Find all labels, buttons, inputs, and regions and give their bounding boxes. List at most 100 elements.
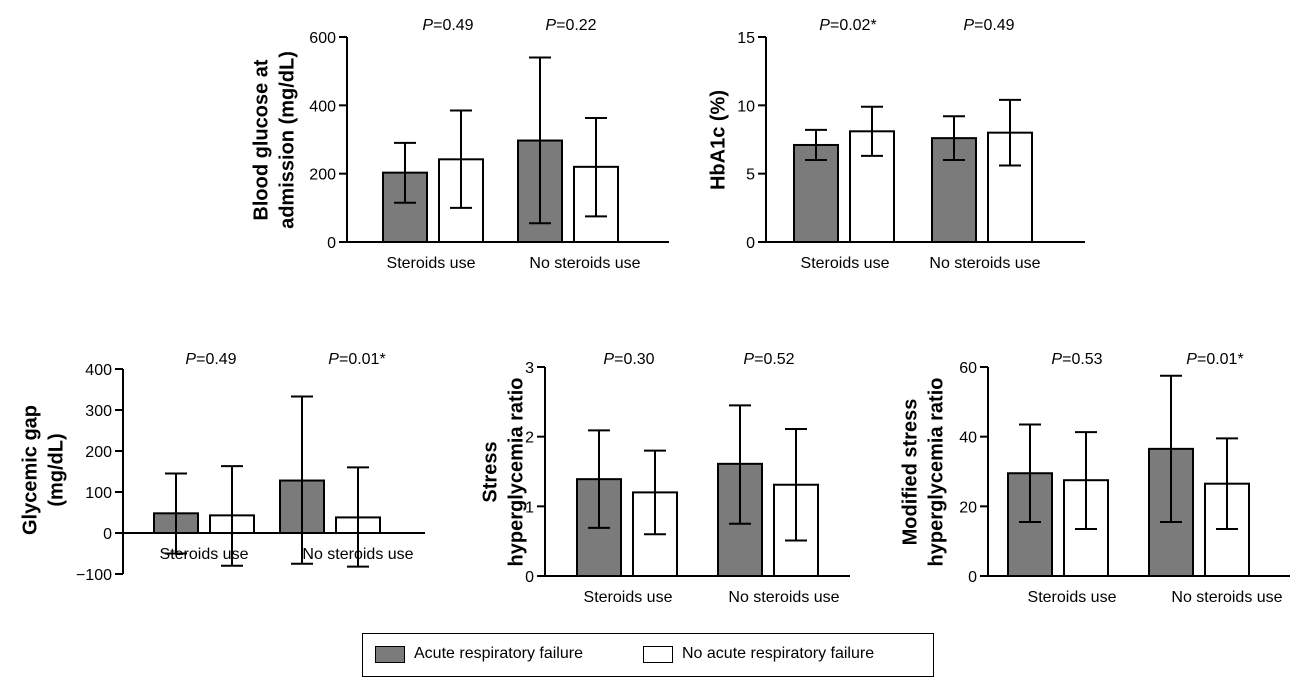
legend-swatch-open [643, 645, 673, 663]
chart-panel-3: −100 0 100 200 300 400 Steroids use No steroids… [19, 351, 425, 584]
y-tick-label: 100 [85, 485, 112, 502]
error-bar [585, 116, 607, 218]
error-bar [1019, 423, 1041, 524]
p-value-label: P=0.53 [1051, 351, 1102, 368]
p-value-label: P=0.49 [963, 17, 1014, 34]
y-axis-title: Modified stress [899, 399, 921, 546]
error-bar [1216, 437, 1238, 530]
y-tick-label: 200 [309, 167, 336, 184]
p-value: =0.53 [1062, 351, 1103, 368]
p-value: =0.22 [556, 17, 597, 34]
y-tick-label: 2 [525, 430, 534, 447]
p-symbol: P [422, 17, 433, 34]
legend-item-acute-respiratory-failure: Acute respiratory failure [375, 645, 583, 663]
p-symbol: P [1186, 351, 1197, 368]
y-axis-title: hyperglycemia ratio [505, 378, 527, 567]
y-tick-label: 20 [959, 499, 977, 516]
p-value: =0.49 [974, 17, 1015, 34]
y-tick-label: 0 [103, 526, 112, 543]
error-bar [529, 56, 551, 225]
y-tick-label: 15 [737, 30, 755, 47]
error-bar [221, 465, 243, 567]
x-category-label: Steroids use [160, 546, 249, 563]
x-category-label: No steroids use [728, 589, 839, 606]
p-symbol: P [819, 17, 830, 34]
y-tick-label: 200 [85, 444, 112, 461]
p-value: =0.49 [433, 17, 474, 34]
p-symbol: P [743, 351, 754, 368]
error-bar [394, 141, 416, 204]
y-axis-title: HbA1c (%) [707, 90, 729, 190]
p-symbol: P [1051, 351, 1062, 368]
p-value-label: P=0.49 [422, 17, 473, 34]
p-symbol: P [545, 17, 556, 34]
error-bar [644, 449, 666, 536]
p-value: =0.02* [830, 17, 877, 34]
p-value-label: P=0.30 [603, 351, 654, 368]
legend-label: No acute respiratory failure [682, 645, 875, 662]
p-value-label: P=0.02* [819, 17, 876, 34]
y-axis-title: admission (mg/dL) [276, 51, 298, 229]
x-category-label: Steroids use [584, 589, 673, 606]
error-bar [943, 115, 965, 161]
legend-swatch-filled [375, 645, 405, 663]
y-tick-label: 3 [525, 360, 534, 377]
p-value-label: P=0.01* [1186, 351, 1243, 368]
y-axis-title: Blood glucose at [250, 59, 272, 220]
p-symbol: P [185, 351, 196, 368]
y-tick-label: 600 [309, 30, 336, 47]
y-axis-title: hyperglycemia ratio [925, 378, 947, 567]
y-axis-title: (mg/dL) [45, 433, 67, 506]
y-tick-label: 0 [327, 235, 336, 252]
error-bar [785, 428, 807, 542]
p-symbol: P [963, 17, 974, 34]
y-tick-label: 0 [746, 235, 755, 252]
y-tick-label: 0 [968, 569, 977, 586]
legend-label: Acute respiratory failure [414, 645, 583, 662]
error-bar [1160, 374, 1182, 524]
y-tick-label: 60 [959, 360, 977, 377]
y-tick-label: 300 [85, 403, 112, 420]
y-tick-label: 400 [85, 362, 112, 379]
x-category-label: Steroids use [387, 255, 476, 272]
error-bar [588, 429, 610, 529]
y-tick-label: 5 [746, 167, 755, 184]
y-tick-label: −100 [76, 567, 112, 584]
p-symbol: P [328, 351, 339, 368]
p-value: =0.52 [754, 351, 795, 368]
error-bar [805, 128, 827, 161]
p-symbol: P [603, 351, 614, 368]
error-bar [450, 109, 472, 209]
error-bar [1075, 431, 1097, 530]
error-bar [165, 472, 187, 555]
p-value-label: P=0.52 [743, 351, 794, 368]
x-category-label: No steroids use [1171, 589, 1282, 606]
x-category-label: No steroids use [302, 546, 413, 563]
bar [793, 143, 839, 243]
y-tick-label: 400 [309, 98, 336, 115]
x-category-label: Steroids use [801, 255, 890, 272]
x-category-label: No steroids use [529, 255, 640, 272]
p-value: =0.01* [1197, 351, 1244, 368]
y-tick-label: 40 [959, 430, 977, 447]
y-tick-label: 10 [737, 98, 755, 115]
p-value: =0.49 [196, 351, 237, 368]
p-value-label: P=0.22 [545, 17, 596, 34]
error-bar [347, 466, 369, 568]
x-category-label: Steroids use [1028, 589, 1117, 606]
y-axis-title: Glycemic gap [19, 405, 41, 535]
y-axis-title: Stress [479, 441, 501, 502]
error-bar [999, 98, 1021, 167]
p-value: =0.01* [339, 351, 386, 368]
p-value-label: P=0.49 [185, 351, 236, 368]
error-bar [861, 105, 883, 157]
x-category-label: No steroids use [929, 255, 1040, 272]
p-value: =0.30 [614, 351, 655, 368]
error-bar [729, 404, 751, 525]
p-value-label: P=0.01* [328, 351, 385, 368]
